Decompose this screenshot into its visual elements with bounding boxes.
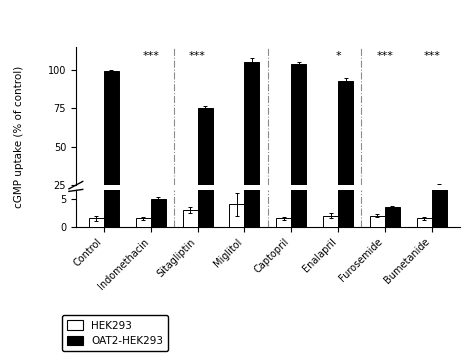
Text: ***: *** — [376, 51, 393, 62]
Bar — [104, 71, 119, 224]
Bar — [182, 219, 198, 224]
Bar — [136, 221, 151, 224]
Bar — [291, 0, 306, 227]
Bar — [198, 108, 212, 224]
Bar — [276, 219, 291, 227]
Text: ***: *** — [189, 51, 206, 62]
Text: *: * — [335, 51, 341, 62]
Bar — [136, 219, 151, 227]
Bar — [89, 219, 104, 227]
Bar — [370, 221, 385, 224]
Bar — [417, 219, 432, 227]
Bar — [291, 64, 306, 224]
Text: ***: *** — [423, 51, 440, 62]
Bar — [229, 204, 245, 227]
Bar — [245, 0, 259, 227]
Bar — [385, 207, 400, 227]
Text: cGMP uptake (% of control): cGMP uptake (% of control) — [14, 66, 24, 208]
Bar — [198, 0, 212, 227]
Bar — [370, 216, 385, 227]
Bar — [245, 62, 259, 224]
Text: ***: *** — [142, 51, 159, 62]
Bar — [151, 199, 166, 227]
Bar — [229, 217, 245, 224]
Bar — [323, 216, 338, 227]
Legend: HEK293, OAT2-HEK293: HEK293, OAT2-HEK293 — [62, 315, 168, 351]
Bar — [89, 221, 104, 224]
Bar — [417, 221, 432, 224]
Bar — [338, 0, 353, 227]
Bar — [338, 81, 353, 224]
Bar — [323, 221, 338, 224]
Bar — [151, 216, 166, 224]
Bar — [432, 87, 447, 227]
Bar — [385, 218, 400, 224]
Bar — [104, 0, 119, 227]
Bar — [432, 185, 447, 224]
Bar — [276, 221, 291, 224]
Bar — [182, 210, 198, 227]
